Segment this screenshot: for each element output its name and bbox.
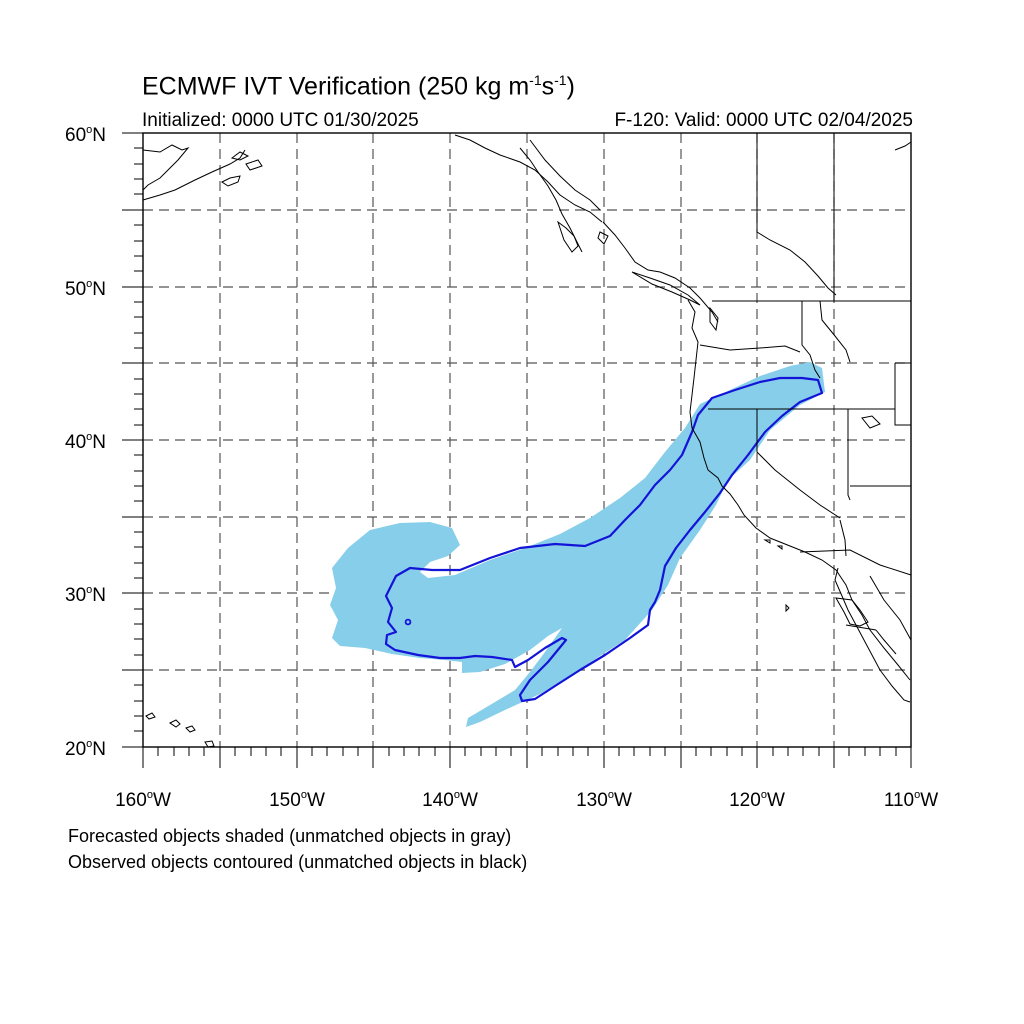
lat-label-40: 40oN bbox=[65, 431, 106, 453]
lat-labels: 60oN 50oN 40oN 30oN 20oN bbox=[65, 124, 106, 760]
left-ticks bbox=[122, 132, 143, 748]
lon-label-160w: 160oW bbox=[115, 789, 171, 811]
lon-label-140w: 140oW bbox=[422, 789, 478, 811]
lat-label-30: 30oN bbox=[65, 584, 106, 606]
political-borders bbox=[529, 133, 912, 655]
initialized-time: Initialized: 0000 UTC 01/30/2025 bbox=[142, 110, 419, 131]
coastlines bbox=[142, 134, 912, 748]
observed-ivt-contour bbox=[384, 376, 824, 703]
footnote-observed: Observed objects contoured (unmatched ob… bbox=[68, 852, 528, 872]
lon-label-110w: 110oW bbox=[884, 789, 938, 811]
bottom-ticks bbox=[142, 747, 912, 768]
lon-label-150w: 150oW bbox=[269, 789, 325, 811]
lon-label-130w: 130oW bbox=[576, 789, 632, 811]
lat-label-20: 20oN bbox=[65, 738, 106, 760]
valid-time: F-120: Valid: 0000 UTC 02/04/2025 bbox=[614, 110, 913, 131]
lon-labels: 160oW 150oW 140oW 130oW 120oW 110oW bbox=[115, 789, 938, 811]
lat-label-60: 60oN bbox=[65, 124, 106, 146]
observed-contour-dot bbox=[404, 618, 412, 626]
chart-title: ECMWF IVT Verification (250 kg m-1s-1) bbox=[142, 72, 575, 101]
footnote-forecast: Forecasted objects shaded (unmatched obj… bbox=[68, 826, 512, 846]
lon-label-120w: 120oW bbox=[729, 789, 785, 811]
lat-lon-grid bbox=[143, 133, 911, 747]
lat-label-50: 50oN bbox=[65, 278, 106, 300]
